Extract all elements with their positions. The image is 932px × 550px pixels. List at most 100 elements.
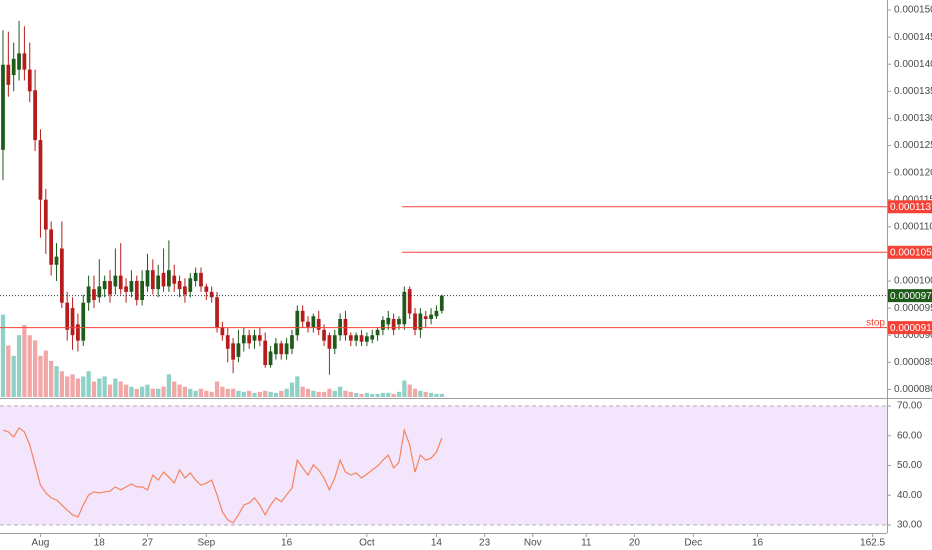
y-tick-label: 0.0001400 [894, 59, 932, 70]
candle-body [381, 320, 385, 330]
rsi-band [0, 406, 887, 525]
candle-body [439, 295, 444, 311]
candle-body [150, 270, 155, 290]
candle-body [118, 275, 123, 290]
volume-bar [70, 374, 75, 397]
candle-body [102, 281, 107, 290]
volume-bar [134, 388, 139, 397]
volume-bar [263, 390, 268, 397]
candle-body [354, 335, 359, 341]
volume-bar [0, 314, 6, 397]
volume-bar [107, 384, 113, 397]
candle-body [188, 278, 193, 292]
candle-body [22, 53, 27, 70]
candle-body [54, 256, 59, 265]
volume-bar [321, 391, 327, 397]
volume-bar [75, 378, 81, 397]
y-tick-label: 0.0000800 [894, 384, 932, 395]
volume-bar [407, 384, 412, 397]
volume-bar [198, 388, 204, 397]
y-tick-label: 60.00 [897, 430, 922, 441]
y-tick-label: 0.0001150 [894, 194, 932, 205]
y-tick-label: 30.00 [897, 520, 922, 531]
volume-bar [97, 378, 102, 397]
y-tick-label: 0.0001250 [894, 140, 932, 151]
volume-bar [273, 392, 279, 397]
back-layer [0, 405, 887, 526]
x-tick-label: Oct [359, 538, 375, 549]
x-tick-label: 20 [629, 538, 641, 549]
candle-body [407, 289, 412, 314]
candle-body [76, 324, 80, 341]
candle-body [86, 286, 91, 303]
candle-body [156, 275, 161, 290]
volume-bar [348, 391, 353, 397]
volume-bar [247, 390, 252, 397]
x-tick-label: 14 [431, 538, 443, 549]
volume-bar [375, 393, 380, 397]
x-tick-label: 16 [752, 538, 764, 549]
candle-body [402, 291, 407, 325]
volume-bar [177, 384, 182, 397]
candle-body [290, 335, 294, 349]
candle-body [225, 335, 230, 349]
candle-body [311, 316, 316, 328]
volume-bar [145, 384, 150, 397]
volume-bar [412, 388, 418, 397]
volume-bar [337, 386, 343, 397]
volume-bar [22, 324, 27, 397]
candle-body [145, 270, 150, 287]
volume-bar [343, 390, 348, 397]
candle-body [161, 272, 166, 287]
y-tick-label: 0.0001000 [894, 276, 932, 287]
volume-bar [65, 376, 70, 397]
x-tick-label: 162.5 [860, 538, 885, 549]
candle-body [27, 69, 32, 92]
candle-body [113, 275, 118, 287]
volume-bar [209, 391, 214, 397]
candle-body [65, 302, 70, 330]
y-tick-label: 0.0001300 [894, 113, 932, 124]
candle-body [327, 335, 332, 349]
rsi-line [2, 427, 443, 524]
x-tick-label: 16 [281, 538, 293, 549]
candle-body [429, 314, 433, 319]
candle-body [209, 291, 214, 298]
candle-body [134, 281, 139, 300]
volume-bar [241, 391, 246, 397]
candle-body [247, 335, 252, 344]
x-tick-label: 27 [142, 538, 154, 549]
candle-body [49, 229, 54, 265]
price-label: 0.0001053 [890, 247, 932, 258]
candle-body [268, 351, 273, 366]
volume-bar [396, 391, 402, 397]
price-label-box [888, 200, 932, 214]
candle-body [124, 286, 128, 292]
price-label-box [888, 321, 932, 335]
volume-bar [428, 392, 434, 397]
volume-bar [81, 376, 86, 397]
candle-body [284, 343, 289, 355]
candle-body [97, 286, 102, 298]
candle-body [332, 335, 337, 349]
x-tick-label: 11 [581, 538, 592, 549]
candle-body [172, 275, 177, 284]
volume-bar [402, 380, 407, 397]
volume-bar [166, 374, 172, 397]
x-tick-label: Dec [684, 538, 702, 549]
volume-bar [300, 386, 305, 397]
price-label: 0.0001137 [890, 202, 932, 213]
volume-bar [11, 355, 16, 397]
candle-body [231, 343, 235, 360]
volume-bar [225, 388, 230, 397]
volume-bar [139, 386, 145, 397]
candle-body [386, 317, 391, 325]
volume-bar [193, 390, 198, 397]
candle-body [6, 64, 11, 85]
x-tick-label: Sep [197, 538, 215, 549]
y-tick-label: 0.0001200 [894, 167, 932, 178]
y-tick-label: 0.0001350 [894, 86, 932, 97]
volume-bar [27, 335, 32, 397]
volume-bar [102, 376, 107, 397]
volume-bar [279, 390, 284, 397]
